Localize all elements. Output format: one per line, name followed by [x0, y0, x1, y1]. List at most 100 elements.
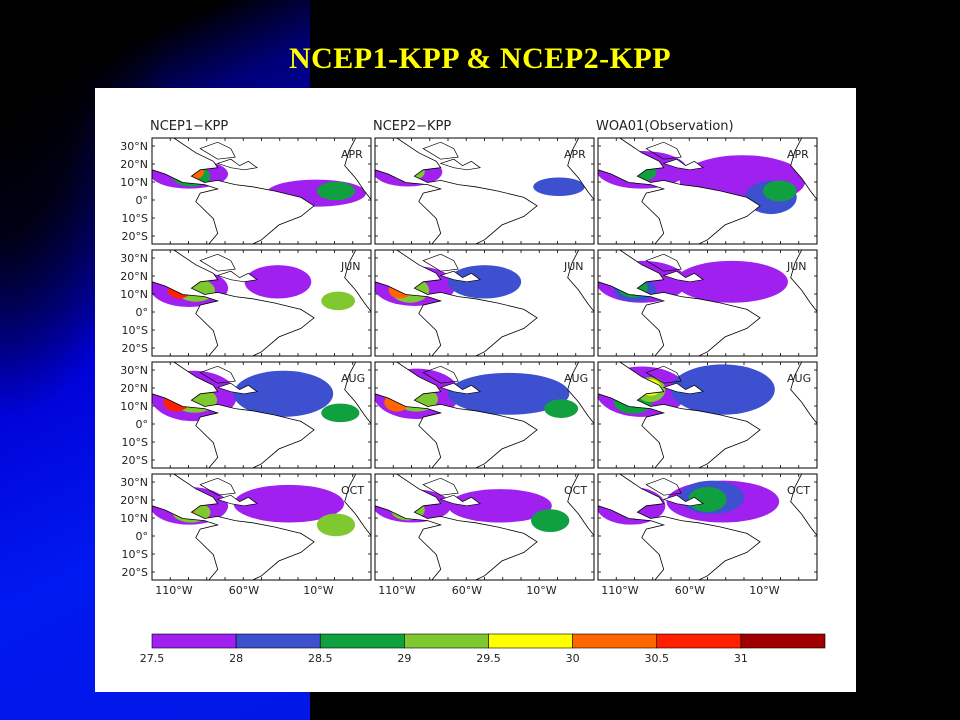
latitude-label: 10°N	[120, 512, 148, 525]
slide-title: NCEP1-KPP & NCEP2-KPP	[288, 42, 672, 75]
month-label: JUN	[340, 260, 361, 273]
africa-coastline	[567, 474, 594, 537]
sst-contour-region	[762, 180, 797, 202]
caribbean-islands	[439, 158, 481, 171]
gulf-coastline	[199, 141, 236, 160]
sst-contour-region	[447, 372, 570, 415]
caribbean-islands	[662, 382, 704, 395]
latitude-label: 20°S	[122, 342, 148, 355]
colorbar-tick-label: 28.5	[308, 652, 333, 665]
americas-coastline	[598, 362, 761, 468]
americas-coastline	[375, 474, 538, 580]
caribbean-islands	[216, 494, 258, 507]
gulf-coastline	[422, 141, 459, 160]
americas-coastline	[152, 138, 315, 244]
colorbar-segment	[235, 633, 321, 649]
gulf-coastline	[645, 253, 682, 272]
caribbean-islands	[216, 270, 258, 283]
sst-panel: OCT 110°W 60°W 10°W	[374, 473, 595, 597]
africa-coastline	[344, 362, 371, 425]
month-label: AUG	[341, 372, 365, 385]
latitude-label: 10°S	[122, 212, 148, 225]
colorbar-segment	[319, 633, 405, 649]
sst-contour-region	[447, 265, 522, 299]
sst-panel: AUG	[597, 361, 818, 469]
caribbean-islands	[216, 158, 258, 171]
longitude-label: 110°W	[378, 584, 415, 597]
longitude-label: 10°W	[749, 584, 779, 597]
gulf-coastline	[422, 365, 459, 384]
month-label: OCT	[564, 484, 587, 497]
africa-coastline	[790, 362, 817, 425]
colorbar-segment	[656, 633, 742, 649]
sst-contour-region	[233, 484, 345, 523]
sst-contour-region	[533, 177, 585, 197]
sst-contour-region	[244, 265, 312, 299]
gulf-coastline	[199, 477, 236, 496]
latitude-label: 0°	[136, 306, 149, 319]
sst-contour-region	[316, 181, 356, 201]
panel-column-title: NCEP2−KPP	[373, 119, 451, 134]
americas-coastline	[152, 250, 315, 356]
africa-coastline	[567, 250, 594, 313]
africa-coastline	[790, 138, 817, 201]
month-label: OCT	[341, 484, 364, 497]
month-label: JUN	[563, 260, 584, 273]
sst-panel: APR	[597, 137, 818, 245]
sst-contour-region	[688, 486, 727, 512]
sst-contour-region	[670, 364, 775, 415]
month-label: APR	[341, 148, 363, 161]
colorbar-tick-label: 28	[229, 652, 243, 665]
latitude-label: 0°	[136, 530, 149, 543]
americas-coastline	[598, 474, 761, 580]
africa-coastline	[344, 138, 371, 201]
longitude-label: 60°W	[675, 584, 705, 597]
caribbean-islands	[439, 494, 481, 507]
caribbean-islands	[662, 158, 704, 171]
latitude-label: 10°N	[120, 400, 148, 413]
colorbar-tick-label: 30.5	[645, 652, 670, 665]
month-label: APR	[564, 148, 586, 161]
sst-panel: JUN	[597, 249, 818, 357]
colorbar-tick-label: 29	[397, 652, 411, 665]
latitude-label: 20°S	[122, 454, 148, 467]
sst-contour-region	[321, 403, 360, 423]
africa-coastline	[344, 250, 371, 313]
latitude-label: 20°N	[120, 382, 148, 395]
colorbar-tick-label: 30	[566, 652, 580, 665]
gulf-coastline	[645, 477, 682, 496]
africa-coastline	[790, 474, 817, 537]
sst-panel: OCT 110°W 60°W 10°W	[597, 473, 818, 597]
caribbean-islands	[439, 270, 481, 283]
colorbar-segment	[151, 633, 237, 649]
latitude-label: 30°N	[120, 476, 148, 489]
sst-contour-region	[544, 399, 579, 418]
americas-coastline	[375, 138, 538, 244]
americas-coastline	[598, 250, 761, 356]
longitude-label: 110°W	[155, 584, 192, 597]
sst-panel: OCT 30°N 20°N 10°N 0° 10°S 20°S 110°W 60°W 10°W	[120, 473, 372, 597]
americas-coastline	[152, 362, 315, 468]
gulf-coastline	[422, 477, 459, 496]
sst-contour-region	[321, 291, 356, 311]
colorbar-segment	[488, 633, 573, 649]
caribbean-islands	[662, 270, 704, 283]
latitude-label: 30°N	[120, 252, 148, 265]
latitude-label: 20°N	[120, 270, 148, 283]
sst-contour-region	[447, 489, 552, 523]
gulf-coastline	[645, 141, 682, 160]
sst-panel: AUG 30°N 20°N 10°N 0° 10°S 20°S	[120, 361, 372, 469]
africa-coastline	[567, 138, 594, 201]
americas-coastline	[152, 474, 315, 580]
sst-panel: JUN	[374, 249, 595, 357]
longitude-label: 60°W	[229, 584, 259, 597]
latitude-label: 10°N	[120, 288, 148, 301]
caribbean-islands	[439, 382, 481, 395]
colorbar-tick-label: 29.5	[476, 652, 501, 665]
panel-column-title: NCEP1−KPP	[150, 119, 228, 134]
africa-coastline	[344, 474, 371, 537]
longitude-label: 110°W	[601, 584, 638, 597]
sst-panel: AUG	[374, 361, 595, 469]
latitude-label: 20°N	[120, 494, 148, 507]
gulf-coastline	[645, 365, 682, 384]
